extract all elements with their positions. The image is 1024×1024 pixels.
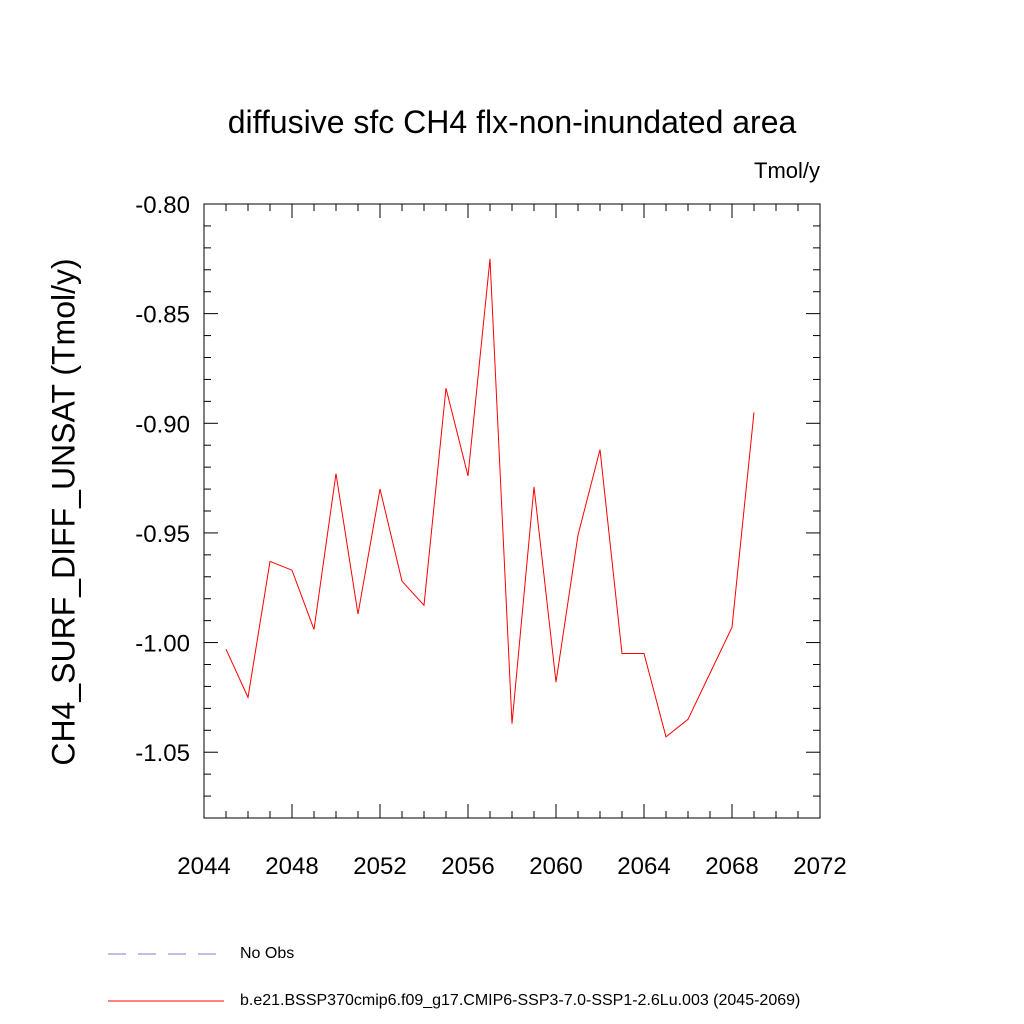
x-tick-label: 2044	[177, 853, 230, 880]
y-tick-label: -0.80	[135, 192, 190, 219]
legend-swatch-solid	[108, 1000, 224, 1002]
y-tick-label: -0.85	[135, 302, 190, 329]
plot-frame	[203, 203, 821, 819]
x-tick-label: 2064	[617, 853, 670, 880]
y-tick-label: -0.90	[135, 411, 190, 438]
y-tick-label: -1.00	[135, 631, 190, 658]
x-tick-label: 2052	[353, 853, 406, 880]
y-tick-label: -1.05	[135, 740, 190, 767]
legend-label-no-obs: No Obs	[240, 945, 295, 962]
series-line	[225, 258, 755, 738]
chart-title: diffusive sfc CH4 flx-non-inundated area	[227, 104, 797, 140]
units-label: Tmol/y	[754, 158, 820, 183]
x-tick-label: 2048	[265, 853, 318, 880]
legend-label-model-run: b.e21.BSSP370cmip6.f09_g17.CMIP6-SSP3-7.…	[240, 992, 801, 1009]
x-tick-label: 2068	[705, 853, 758, 880]
x-tick-label: 2056	[441, 853, 494, 880]
legend-item-no-obs: No Obs	[108, 944, 294, 964]
legend-swatch-dashed	[108, 953, 224, 955]
legend-item-model-run: b.e21.BSSP370cmip6.f09_g17.CMIP6-SSP3-7.…	[108, 991, 800, 1011]
x-tick-label: 2060	[529, 853, 582, 880]
y-tick-label: -0.95	[135, 521, 190, 548]
x-tick-label: 2072	[793, 853, 846, 880]
